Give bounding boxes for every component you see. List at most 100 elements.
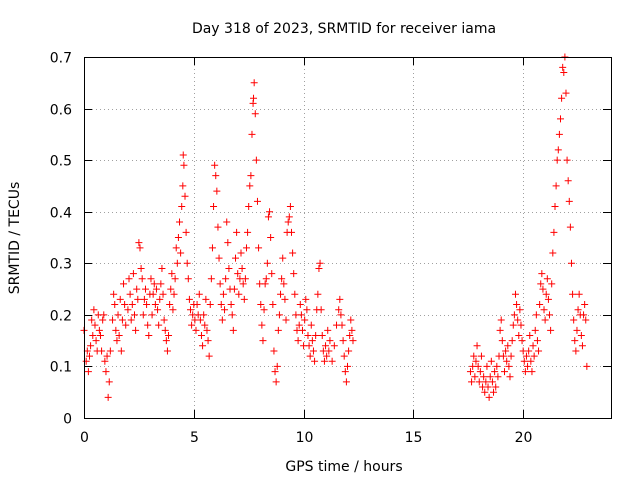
- data-point: [155, 321, 163, 329]
- plot-frame: [84, 57, 612, 419]
- data-point: [267, 234, 275, 241]
- data-point: [284, 218, 292, 226]
- data-point: [306, 352, 314, 360]
- data-point: [582, 316, 590, 324]
- data-point: [244, 228, 252, 236]
- data-point: [89, 331, 97, 339]
- data-point: [100, 311, 108, 319]
- data-point: [515, 331, 523, 339]
- data-point: [128, 301, 136, 309]
- data-point: [513, 301, 521, 309]
- data-point: [485, 393, 493, 401]
- data-point: [131, 311, 139, 319]
- data-point: [180, 161, 188, 169]
- data-point: [241, 275, 249, 283]
- data-point: [487, 357, 495, 365]
- data-point: [544, 295, 552, 303]
- data-point: [204, 337, 212, 345]
- data-point: [492, 383, 500, 391]
- data-point: [477, 352, 485, 360]
- data-point: [340, 352, 348, 360]
- data-point: [574, 306, 582, 314]
- data-point: [118, 316, 126, 324]
- data-point: [520, 357, 528, 365]
- data-point: [285, 213, 293, 221]
- data-point: [200, 311, 208, 319]
- data-point: [496, 326, 504, 334]
- data-point: [278, 275, 286, 283]
- data-point: [348, 326, 356, 334]
- data-point: [325, 347, 333, 355]
- data-point: [129, 270, 137, 278]
- data-point: [263, 259, 271, 267]
- data-point: [312, 331, 320, 339]
- data-point: [138, 275, 146, 283]
- data-point: [91, 321, 99, 329]
- data-point: [555, 130, 563, 138]
- data-point: [302, 295, 310, 303]
- data-point: [193, 301, 201, 309]
- data-point: [271, 368, 279, 376]
- data-point: [248, 130, 256, 138]
- data-point: [522, 352, 530, 360]
- data-point: [304, 331, 312, 339]
- data-point: [295, 321, 303, 329]
- data-point: [480, 373, 488, 381]
- data-point: [563, 156, 571, 164]
- data-point: [224, 239, 232, 247]
- data-point: [88, 316, 96, 324]
- data-point: [308, 337, 316, 345]
- data-point: [466, 368, 474, 376]
- data-point: [323, 352, 331, 360]
- data-point: [179, 151, 187, 159]
- data-point: [538, 270, 546, 278]
- data-point: [216, 280, 224, 288]
- data-point: [330, 342, 338, 350]
- data-point: [242, 244, 250, 252]
- data-point: [472, 357, 480, 365]
- data-point: [173, 259, 181, 267]
- data-point: [493, 362, 501, 370]
- data-point: [239, 280, 247, 288]
- data-point: [227, 301, 235, 309]
- data-point: [206, 301, 214, 309]
- data-point: [349, 337, 357, 345]
- data-point: [501, 368, 509, 376]
- data-point: [132, 326, 140, 334]
- data-point: [344, 362, 351, 370]
- data-point: [535, 347, 543, 355]
- data-point: [297, 311, 305, 319]
- data-point: [196, 316, 204, 324]
- data-point: [547, 326, 555, 334]
- data-point: [208, 244, 216, 252]
- data-point: [114, 311, 122, 319]
- data-point: [305, 342, 313, 350]
- grid-lines: [84, 57, 611, 418]
- data-point: [202, 295, 210, 303]
- data-point: [167, 285, 175, 293]
- data-point: [192, 326, 200, 334]
- data-point: [526, 331, 534, 339]
- data-point: [505, 362, 513, 370]
- data-point: [127, 316, 135, 324]
- data-point: [140, 295, 148, 303]
- data-point: [121, 301, 129, 309]
- data-point: [554, 146, 562, 154]
- data-point: [516, 306, 524, 314]
- data-point: [225, 264, 233, 272]
- data-point: [559, 63, 567, 71]
- data-point: [134, 295, 142, 303]
- data-point: [571, 337, 579, 345]
- data-point: [232, 254, 240, 262]
- data-point: [181, 192, 189, 200]
- data-point: [326, 337, 334, 345]
- data-point: [491, 368, 499, 376]
- data-point: [213, 187, 221, 195]
- data-point: [298, 326, 306, 334]
- data-point: [144, 321, 152, 329]
- data-point: [529, 342, 537, 350]
- data-point: [567, 259, 575, 267]
- data-point: [124, 306, 132, 314]
- data-point: [247, 172, 255, 180]
- data-point: [85, 352, 93, 360]
